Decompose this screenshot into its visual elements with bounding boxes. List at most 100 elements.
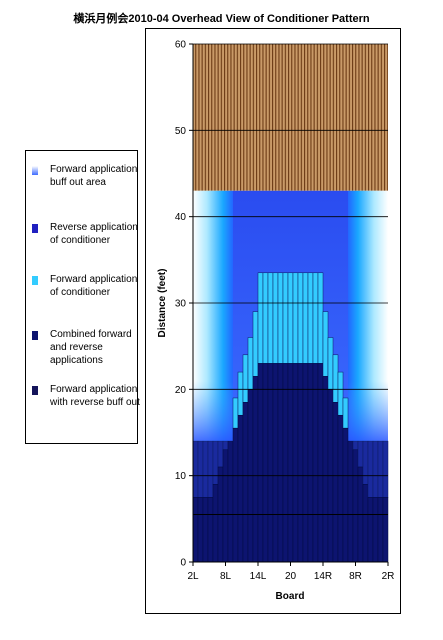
legend: Forward application buff out area Revers… — [25, 150, 140, 444]
combined-bar — [197, 497, 204, 563]
forward-bar — [302, 272, 309, 364]
forward-bar — [222, 440, 229, 451]
buff-out-right-fade — [348, 381, 388, 442]
combined-bar — [362, 484, 369, 563]
legend-swatch — [32, 386, 38, 395]
x-tick-label: 14L — [250, 571, 267, 582]
forward-bar — [377, 440, 384, 498]
legend-swatch — [32, 224, 38, 233]
forward-bar — [322, 311, 329, 377]
y-tick-label: 60 — [175, 40, 187, 51]
legend-swatch — [32, 166, 38, 175]
combined-bar — [272, 363, 279, 563]
forward-bar — [342, 397, 349, 429]
legend-label: Forward application buff out area — [50, 164, 138, 188]
combined-bar — [282, 363, 289, 563]
y-tick-label: 20 — [175, 385, 187, 396]
combined-bar — [337, 414, 344, 563]
combined-bar — [332, 402, 339, 563]
forward-bar — [257, 272, 264, 364]
combined-bar — [192, 497, 199, 563]
forward-bar — [357, 440, 364, 468]
combined-bar — [372, 497, 379, 563]
forward-bar — [372, 440, 379, 498]
forward-bar — [207, 440, 214, 498]
forward-bar — [197, 440, 204, 498]
combined-bar — [242, 402, 249, 563]
combined-bar — [252, 376, 259, 563]
forward-bar — [307, 272, 314, 364]
forward-bar — [262, 272, 269, 364]
forward-bar — [252, 311, 259, 377]
combined-bar — [237, 414, 244, 563]
forward-bar — [277, 272, 284, 364]
x-tick-label: 14R — [314, 571, 332, 582]
x-tick-label: 8R — [349, 571, 362, 582]
combined-bar — [222, 449, 229, 563]
chart-title: 横浜月例会2010-04 Overhead View of Conditione… — [73, 13, 370, 25]
combined-bar — [287, 363, 294, 563]
legend-swatch — [32, 276, 38, 285]
forward-bar — [367, 440, 374, 498]
y-tick-label: 0 — [180, 558, 186, 569]
forward-bar — [212, 440, 219, 485]
combined-bar — [212, 484, 219, 563]
combined-bar — [297, 363, 304, 563]
forward-bar — [287, 272, 294, 364]
x-tick-label: 20 — [285, 571, 297, 582]
combined-bar — [307, 363, 314, 563]
legend-label: Reverse application of conditioner — [50, 222, 138, 246]
combined-bar — [277, 363, 284, 563]
x-tick-label: 8L — [220, 571, 232, 582]
forward-bar — [292, 272, 299, 364]
combined-bar — [232, 427, 239, 563]
combined-bar — [207, 497, 214, 563]
y-tick-label: 40 — [175, 212, 187, 223]
y-axis-title: Distance (feet) — [157, 269, 168, 338]
combined-bar — [202, 497, 209, 563]
forward-bar — [282, 272, 289, 364]
combined-bar — [302, 363, 309, 563]
combined-bar — [322, 376, 329, 563]
combined-bar — [367, 497, 374, 563]
dry-lane-area — [193, 44, 388, 191]
combined-bar — [342, 427, 349, 563]
forward-bar — [327, 337, 334, 390]
legend-swatch — [32, 331, 38, 340]
combined-bar — [382, 497, 389, 563]
x-tick-label: 2L — [187, 571, 199, 582]
forward-bar — [202, 440, 209, 498]
y-tick-label: 50 — [175, 126, 187, 137]
buff-out-left-fade — [193, 381, 233, 442]
legend-label: Forward application of conditioner — [50, 274, 138, 298]
forward-bar — [232, 397, 239, 429]
legend-label: Combined forward and reverse application… — [50, 329, 132, 366]
combined-bar — [227, 440, 234, 563]
forward-bar — [267, 272, 274, 364]
forward-bar — [297, 272, 304, 364]
combined-bar — [292, 363, 299, 563]
combined-bar — [312, 363, 319, 563]
forward-bar — [192, 440, 199, 498]
combined-bar — [317, 363, 324, 563]
y-tick-label: 10 — [175, 471, 187, 482]
forward-bar — [312, 272, 319, 364]
forward-bar — [337, 371, 344, 416]
forward-bar — [332, 354, 339, 403]
forward-bar — [272, 272, 279, 364]
combined-bar — [267, 363, 274, 563]
legend-label: Forward application with reverse buff ou… — [50, 384, 140, 408]
forward-bar — [242, 354, 249, 403]
y-tick-label: 30 — [175, 299, 187, 310]
forward-bar — [317, 272, 324, 364]
x-tick-label: 2R — [382, 571, 395, 582]
forward-bar — [352, 440, 359, 451]
forward-bar — [362, 440, 369, 485]
forward-bar — [247, 337, 254, 390]
combined-bar — [352, 449, 359, 563]
combined-bar — [257, 363, 264, 563]
combined-bar — [347, 440, 354, 563]
forward-bar — [217, 440, 224, 468]
combined-bar — [377, 497, 384, 563]
